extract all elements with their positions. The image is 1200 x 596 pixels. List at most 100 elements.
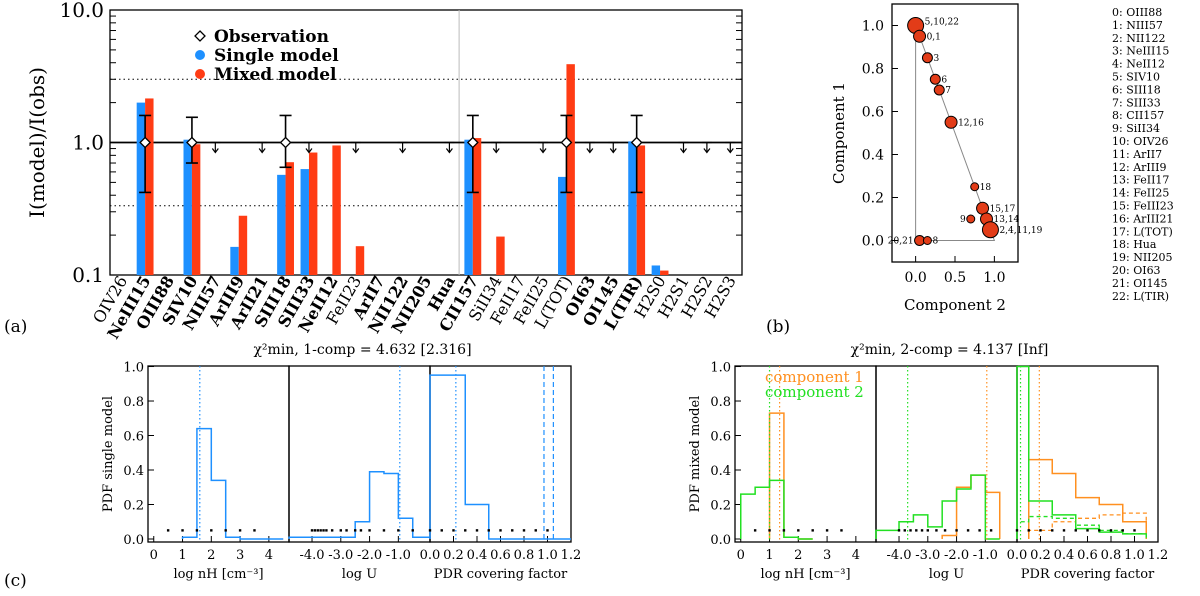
grid-dot <box>920 529 924 532</box>
x-tick-label: -1.0 <box>386 548 411 563</box>
x-tick-label: 0.0 <box>1007 548 1028 563</box>
x-tick-label: 1.2 <box>1148 548 1169 563</box>
grid-dot <box>978 529 981 532</box>
grid-dot <box>511 529 514 532</box>
point-6 <box>929 73 941 85</box>
grid-dot <box>955 529 958 532</box>
grid-dot <box>909 529 912 532</box>
obs-diamond <box>279 136 292 149</box>
panel-label-b: (b) <box>766 317 790 337</box>
y-tick-label: 0.4 <box>710 464 731 479</box>
point-7 <box>933 84 945 96</box>
bar-mixed-SIII18 <box>285 162 294 275</box>
point-label: 18 <box>980 183 992 193</box>
grid-dot <box>210 529 213 532</box>
x-tick-label: 0.6 <box>490 548 511 563</box>
x-tick-label: 0.6 <box>1077 548 1098 563</box>
index-legend-item: 2: NII122 <box>1112 32 1166 45</box>
bar-single-L(TIR) <box>628 141 637 275</box>
x-axis-label: Component 2 <box>904 296 1006 314</box>
x-tick-label: 4 <box>852 548 860 563</box>
hist-dashed-component-2 <box>1016 515 1147 539</box>
legend-label-mixed: Mixed model <box>214 65 337 85</box>
hist-single <box>288 470 431 539</box>
grid-dot <box>903 529 906 532</box>
x-tick-label: 0.4 <box>467 548 488 563</box>
chart-b-component-weights: 0.0 0.5 1.0 0.0 0.2 0.4 0.6 0.8 1.0 Component 2 Co… <box>830 3 1174 314</box>
x-tick-label: 0.4 <box>1054 548 1075 563</box>
legend-single-marker <box>195 50 205 60</box>
point-label: 8 <box>932 237 938 247</box>
chart-title: χ²min, 1-comp = 4.632 [2.316] <box>253 342 471 358</box>
index-legend-item: 22: L(TIR) <box>1112 290 1169 303</box>
grid-dot <box>797 529 800 532</box>
grid-dot <box>1062 529 1066 532</box>
y-tick-label: 0.2 <box>710 499 731 514</box>
bar-mixed-L(TOT) <box>566 64 575 276</box>
grid-dot <box>411 529 414 532</box>
bar-mixed-SiII34 <box>496 236 505 275</box>
obs-diamond <box>630 136 643 149</box>
upper-limit-head <box>258 148 266 154</box>
x-axis-label: log nH [cm⁻³] <box>760 567 850 582</box>
hist-dashed-component-1 <box>1028 512 1147 539</box>
x-tick-label: 0.5 <box>944 270 966 286</box>
y-tick-label: 0.4 <box>862 148 884 164</box>
point-12,16 <box>944 115 958 129</box>
grid-dot <box>966 529 970 532</box>
upper-limit-head <box>399 148 407 154</box>
index-legend-item: 1: NIII57 <box>1112 19 1163 32</box>
grid-dot <box>1098 529 1101 532</box>
subplot-frame-2 <box>429 365 572 543</box>
grid-dot <box>499 529 502 532</box>
grid-dot <box>1074 529 1077 532</box>
grid-dot <box>359 529 363 532</box>
grid-dot <box>1015 529 1019 532</box>
grid-dot <box>943 529 947 532</box>
grid-dot <box>811 529 814 532</box>
upper-limit-head <box>492 148 500 154</box>
obs-diamond <box>466 136 479 149</box>
y-axis-label: PDF mixed model <box>688 396 703 513</box>
upper-limit-head <box>680 148 687 154</box>
simplex-triangle <box>915 25 996 241</box>
x-tick-label: 1.2 <box>561 548 582 563</box>
x-axis-label: log U <box>929 567 964 582</box>
grid-dot <box>768 529 771 532</box>
grid-dot <box>825 529 829 532</box>
y-axis-label: Component 1 <box>830 82 848 184</box>
grid-dot <box>522 529 526 532</box>
chart-c-single-model-pdf: χ²min, 1-comp = 4.632 [2.316] PDF single … <box>101 342 581 582</box>
grid-dot <box>1086 529 1089 532</box>
x-tick-label: -2.0 <box>944 548 969 563</box>
grid-dot <box>440 529 443 532</box>
hist-component-2 <box>740 479 813 540</box>
x-tick-label: -3.0 <box>915 548 940 563</box>
subplot-frame-2 <box>1016 365 1159 543</box>
y-tick-label: 1.0 <box>710 361 731 376</box>
x-tick-label: 1 <box>178 548 186 563</box>
grid-dot <box>353 529 357 532</box>
index-legend-item: 10: OIV26 <box>1112 135 1169 148</box>
subplot-frame-1 <box>875 365 1018 543</box>
bar-mixed-NeII12 <box>332 145 341 275</box>
x-tick-label: 0.2 <box>1030 548 1051 563</box>
hist-component-1 <box>768 412 813 540</box>
grid-dot <box>319 529 322 532</box>
x-axis-label: log nH [cm⁻³] <box>173 567 263 582</box>
grid-dot <box>345 529 348 532</box>
index-legend-item: 11: ArII7 <box>1112 148 1162 161</box>
bar-single-SIII33 <box>300 169 309 275</box>
grid-dot <box>166 529 170 532</box>
grid-dot <box>1039 529 1042 532</box>
index-legend-item: 16: ArIII21 <box>1112 212 1173 225</box>
grid-dot <box>325 529 328 532</box>
upper-limit-head <box>726 148 734 154</box>
grid-dot <box>330 529 334 532</box>
point-label: 15,17 <box>990 204 1016 214</box>
point-8 <box>922 236 932 245</box>
hist-single <box>429 374 571 540</box>
point-label: 0,1 <box>927 32 941 42</box>
index-legend-item: 17: L(TOT) <box>1112 225 1173 238</box>
grid-dot <box>753 529 757 532</box>
